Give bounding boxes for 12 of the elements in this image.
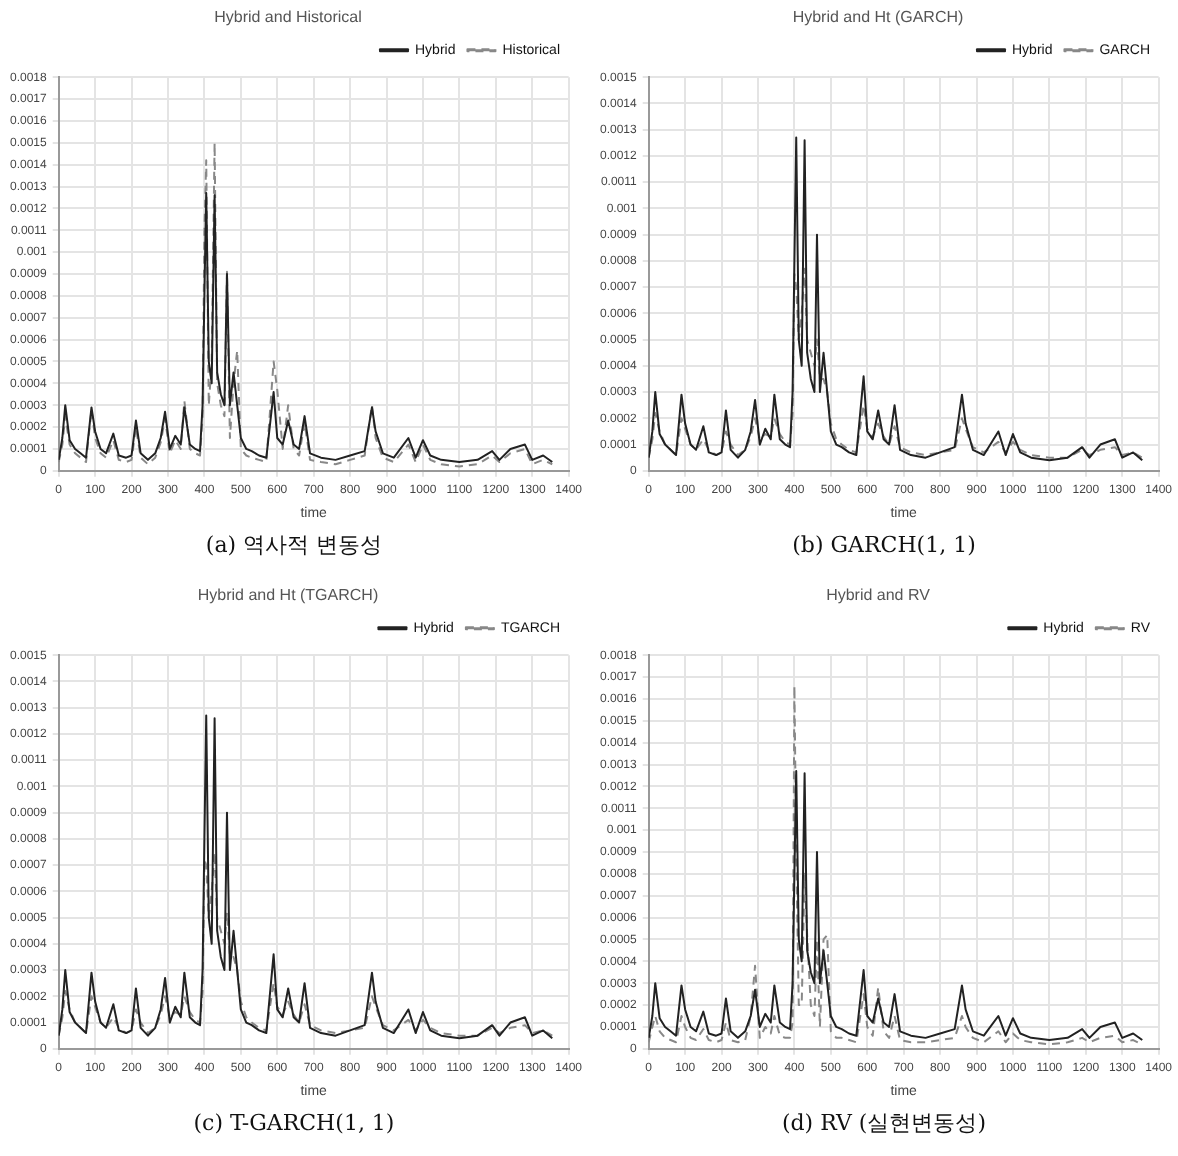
line-series xyxy=(648,267,1144,459)
text: (a) 역사적 변동성 xyxy=(203,530,385,562)
text: (c) T-GARCH(1, 1) xyxy=(191,1108,397,1140)
text: (d) RV (실현변동성) xyxy=(779,1108,989,1140)
line-series xyxy=(648,684,1144,1046)
line-series xyxy=(58,141,554,468)
chart-title: Hybrid and Ht (TGARCH) xyxy=(197,586,379,605)
line-series xyxy=(58,851,554,1037)
chart-title: Hybrid and Historical xyxy=(214,8,363,27)
chart-title: Hybrid and RV xyxy=(826,586,932,605)
chart-title: Hybrid and Ht (GARCH) xyxy=(792,8,965,27)
text: (b) GARCH(1, 1) xyxy=(790,530,978,562)
